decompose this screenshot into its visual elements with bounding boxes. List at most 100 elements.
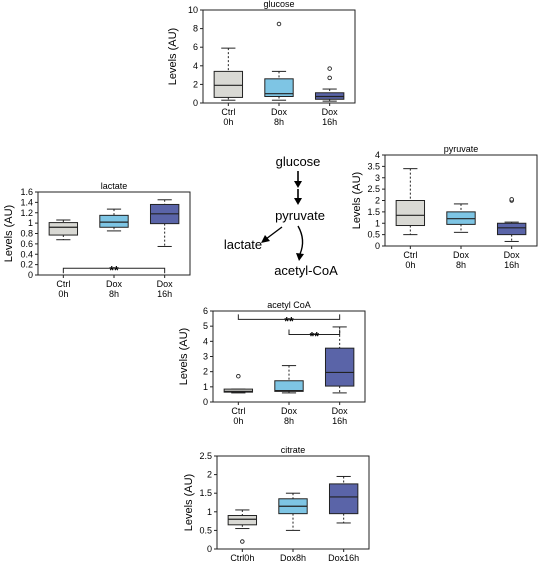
box-1 <box>274 365 304 394</box>
significance-label: ** <box>310 330 320 344</box>
y-tick-label: 1 <box>28 218 33 228</box>
x-tick-label: Ctrl0h <box>230 553 254 563</box>
x-tick-label: 0h <box>223 117 233 127</box>
box-1 <box>99 208 129 232</box>
y-tick-label: 0 <box>207 544 212 554</box>
outlier-point <box>240 539 245 544</box>
box-1 <box>446 203 476 233</box>
y-tick-label: 0 <box>193 98 198 108</box>
y-tick-label: 6 <box>193 42 198 52</box>
y-axis-label: Levels (AU) <box>167 28 179 85</box>
iqr-box <box>99 214 129 228</box>
iqr-box <box>223 388 254 393</box>
box-2 <box>314 66 345 102</box>
box-2 <box>496 197 527 242</box>
iqr-box <box>48 222 79 236</box>
y-tick-label: 1 <box>375 218 380 228</box>
outlier-point <box>276 21 282 27</box>
y-tick-label: 2 <box>203 367 208 377</box>
significance-bracket <box>288 329 341 336</box>
y-tick-label: 4 <box>193 61 198 71</box>
y-tick-label: 1.6 <box>20 187 33 197</box>
x-tick-label: Ctrl <box>403 250 417 260</box>
significance-bracket <box>62 267 166 274</box>
citrate-chart: citrate 0 0.5 1 1.5 2 2.5 Levels (AU) Ctrl0h Dox8… <box>183 445 370 563</box>
outlier-point <box>327 75 332 81</box>
y-tick-label: 10 <box>188 5 198 15</box>
box-2 <box>324 326 355 394</box>
chart-title: citrate <box>281 445 306 455</box>
x-tick-label: 8h <box>456 260 466 270</box>
arrow-glucose-step1-head <box>294 181 302 188</box>
x-tick-label: 0h <box>405 260 415 270</box>
y-tick-label: 0 <box>28 270 33 280</box>
x-tick-label: 8h <box>284 416 294 426</box>
iqr-box <box>274 380 304 392</box>
y-tick-label: 8 <box>193 24 198 34</box>
y-tick-label: 0.6 <box>20 239 33 249</box>
pathway-pyruvate-label: pyruvate <box>275 208 325 223</box>
pyruvate-chart: pyruvate 00.5 11.52 2.53 3.54 Levels (AU) Ctrl… <box>351 144 538 270</box>
iqr-box <box>324 347 355 387</box>
box-1 <box>278 492 308 531</box>
y-axis-label: Levels (AU) <box>183 474 195 531</box>
x-tick-label: Dox8h <box>280 553 306 563</box>
x-tick-label: Dox16h <box>328 553 359 563</box>
x-tick-label: Dox <box>106 279 123 289</box>
pathway-diagram: glucose pyruvate lactate acetyl-CoA <box>224 154 338 278</box>
y-tick-label: 0 <box>203 397 208 407</box>
x-tick-label: 8h <box>109 289 119 299</box>
arrow-to-lactate <box>265 226 283 240</box>
arrow-to-acetyl-coa <box>297 225 304 255</box>
outlier-point <box>509 197 514 202</box>
y-axis-label: Levels (AU) <box>351 172 363 229</box>
lactate-chart: lactate 00.20.40.60.811.21.41.6 Levels (AU… <box>3 181 191 299</box>
box-2 <box>328 475 359 524</box>
y-tick-label: 1 <box>207 507 212 517</box>
x-tick-label: Dox <box>322 107 339 117</box>
y-tick-label: 0.2 <box>20 260 33 270</box>
chart-title: pyruvate <box>444 144 479 154</box>
y-tick-label: 0 <box>375 241 380 251</box>
outlier-point <box>236 373 241 379</box>
iqr-box <box>227 515 258 526</box>
y-tick-label: 2 <box>193 79 198 89</box>
x-tick-label: 16h <box>504 260 519 270</box>
significance-label: ** <box>109 263 119 277</box>
chart-title: lactate <box>101 181 128 191</box>
iqr-box <box>496 222 527 236</box>
y-tick-label: 0.8 <box>20 229 33 239</box>
box-1 <box>264 21 294 101</box>
y-tick-label: 3.5 <box>367 161 380 171</box>
x-tick-label: Dox <box>271 107 288 117</box>
y-tick-label: 0.5 <box>199 525 212 535</box>
y-tick-label: 4 <box>375 150 380 160</box>
box-0 <box>213 47 244 101</box>
pathway-lactate-label: lactate <box>224 237 262 252</box>
outlier-point <box>327 66 332 71</box>
iqr-box <box>213 70 244 98</box>
y-tick-label: 1 <box>203 382 208 392</box>
iqr-box <box>328 483 359 515</box>
y-tick-label: 3 <box>375 173 380 183</box>
y-tick-label: 2 <box>375 196 380 206</box>
x-tick-label: Ctrl <box>56 279 70 289</box>
y-tick-label: 2 <box>207 470 212 480</box>
y-tick-label: 1.2 <box>20 208 33 218</box>
x-tick-label: 16h <box>322 117 337 127</box>
significance-label: ** <box>284 314 294 328</box>
y-axis-label: Levels (AU) <box>3 205 15 262</box>
x-tick-label: Dox <box>504 250 521 260</box>
x-tick-label: 0h <box>233 416 243 426</box>
pathway-acetyl-coa-label: acetyl-CoA <box>274 263 338 278</box>
chart-title: glucose <box>263 0 294 9</box>
x-tick-label: Ctrl <box>221 107 235 117</box>
arrow-to-lactate-head <box>261 235 270 243</box>
y-tick-label: 1.5 <box>367 207 380 217</box>
y-tick-label: 2.5 <box>367 184 380 194</box>
y-tick-label: 1.5 <box>199 488 212 498</box>
pathway-glucose-label: glucose <box>276 154 321 169</box>
y-tick-label: 6 <box>203 306 208 316</box>
